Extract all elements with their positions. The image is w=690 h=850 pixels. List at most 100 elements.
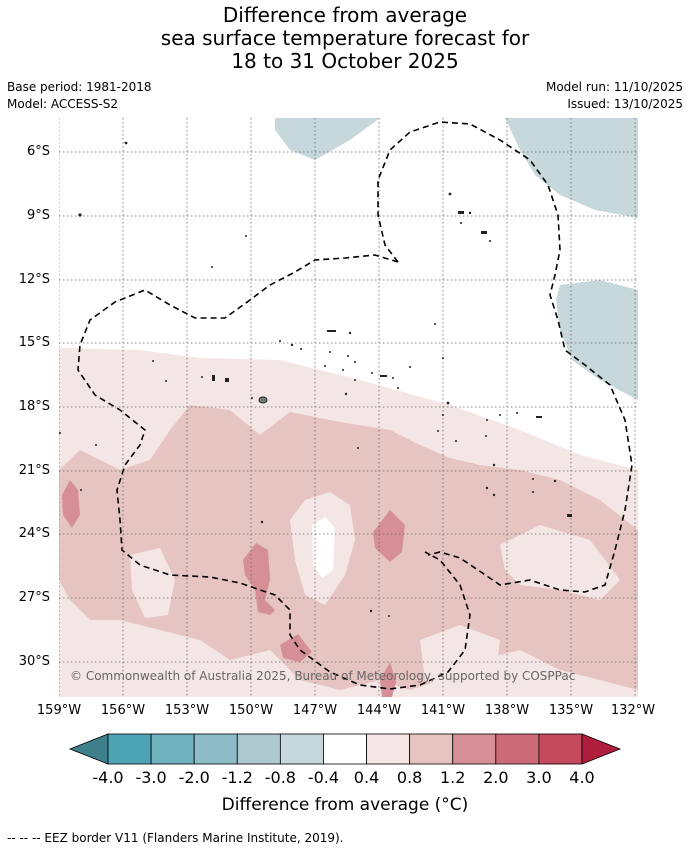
island-dot [152, 360, 154, 362]
island-dot [442, 414, 444, 416]
island-dot [212, 375, 215, 381]
eez-border-cook-islands [77, 254, 471, 690]
lon-label: 150°W [228, 703, 274, 718]
island-dot [354, 379, 356, 381]
warm-anomaly-weak-patch-2 [500, 525, 620, 600]
island-dot [536, 416, 542, 418]
island-dot [348, 331, 352, 335]
colorbar-swatch [236, 733, 281, 765]
colorbar-swatch [452, 733, 497, 765]
island-dot [357, 447, 359, 449]
island-dot [245, 235, 247, 237]
colorbar-tick-label: -3.0 [135, 768, 167, 787]
lon-label: 153°W [164, 703, 210, 718]
title-line-2: sea surface temperature forecast for [160, 26, 530, 50]
cool-anomaly-region-northeast [505, 118, 638, 218]
island-dot [499, 414, 501, 416]
island-dot [300, 348, 302, 350]
lat-label: 12°S [18, 272, 50, 287]
island-dot [279, 340, 281, 342]
cool-anomaly-region-north [275, 118, 380, 160]
eez-footnote: -- -- -- EEZ border V11 (Flanders Marine… [7, 831, 344, 845]
lat-label: 21°S [18, 463, 50, 478]
island-dot [369, 609, 373, 613]
island-dot [489, 240, 491, 242]
island-dot [397, 387, 399, 389]
warm-anomaly-strong-patch-1 [62, 480, 80, 528]
island-dot [347, 355, 349, 357]
island-dot [492, 463, 496, 467]
copyright-notice: © Commonwealth of Australia 2025, Bureau… [70, 669, 576, 683]
colorbar-tick-label: -0.4 [307, 768, 340, 787]
colorbar-tick-label: 1.2 [439, 768, 466, 787]
cool-anomaly-region-east [556, 280, 638, 400]
colorbar-tick-label: 4.0 [569, 768, 595, 787]
island-dot [392, 377, 394, 379]
colorbar-title: Difference from average (°C) [221, 795, 469, 815]
colorbar-swatch [366, 733, 411, 765]
map-title: Difference from average sea surface temp… [0, 4, 690, 73]
warm-anomaly-weak-patch-4 [130, 548, 175, 618]
island-dot [485, 486, 489, 490]
colorbar-tick-label: -0.8 [264, 768, 296, 787]
island-dot [324, 365, 326, 367]
island-dot [342, 369, 344, 371]
island-dot [437, 430, 439, 432]
island-dot [486, 419, 488, 421]
island-dot [442, 357, 444, 359]
island-dot [201, 376, 203, 378]
lon-label: 135°W [548, 703, 594, 718]
island-dot [458, 211, 464, 214]
colorbar-swatch [323, 733, 367, 765]
colorbar-tick-label: 3.0 [526, 768, 552, 787]
island-dot [258, 396, 268, 404]
colorbar-tick-label: -4.0 [92, 768, 124, 787]
island-dot [448, 192, 452, 196]
island-dot [371, 372, 373, 374]
lat-label: 15°S [18, 335, 50, 350]
colorbar-tick-label: -2.0 [178, 768, 210, 787]
island-dot [481, 231, 487, 234]
lon-label: 138°W [484, 703, 530, 718]
colorbar-swatch [279, 733, 324, 765]
island-dot [124, 141, 128, 145]
colorbar-swatch [495, 733, 540, 765]
island-dot [409, 366, 411, 368]
island-dot [327, 330, 336, 332]
island-dot [59, 432, 61, 434]
lon-label: 141°W [420, 703, 466, 718]
colorbar [68, 733, 622, 765]
lat-label: 30°S [18, 654, 50, 669]
island-dot [78, 213, 82, 217]
island-dot [567, 514, 572, 517]
lon-label: 144°W [356, 703, 402, 718]
island-dot [329, 351, 331, 353]
lat-label: 6°S [26, 144, 50, 159]
sst-anomaly-fields [59, 118, 638, 697]
island-dot [468, 211, 472, 215]
warm-anomaly-weak-patch-3 [420, 625, 500, 690]
lat-label: 9°S [26, 208, 50, 223]
island-dot [434, 323, 436, 325]
lon-label: 156°W [100, 703, 146, 718]
eez-borders [77, 121, 633, 690]
lon-label: 132°W [610, 703, 656, 718]
model-name: Model: ACCESS-S2 [7, 97, 119, 111]
eez-border-french-polynesia [377, 121, 633, 593]
colorbar-tick-label: 0.4 [353, 768, 380, 787]
colorbar-swatch [150, 733, 195, 765]
island-dot [460, 222, 462, 224]
warm-anomaly-strong-patch-3 [373, 510, 405, 562]
island-dot [95, 444, 97, 446]
warm-anomaly-strong-patch-2 [243, 543, 275, 615]
island-dot [344, 392, 348, 396]
island-dot [553, 479, 557, 483]
lon-label: 159°W [36, 703, 82, 718]
island-dot [211, 266, 213, 268]
island-dot [446, 401, 450, 405]
warm-anomaly-strong-patch-4 [280, 634, 312, 662]
title-line-1: Difference from average [222, 3, 468, 27]
colorbar-swatch [107, 733, 152, 765]
island-dot [251, 397, 253, 399]
lat-label: 18°S [18, 399, 50, 414]
